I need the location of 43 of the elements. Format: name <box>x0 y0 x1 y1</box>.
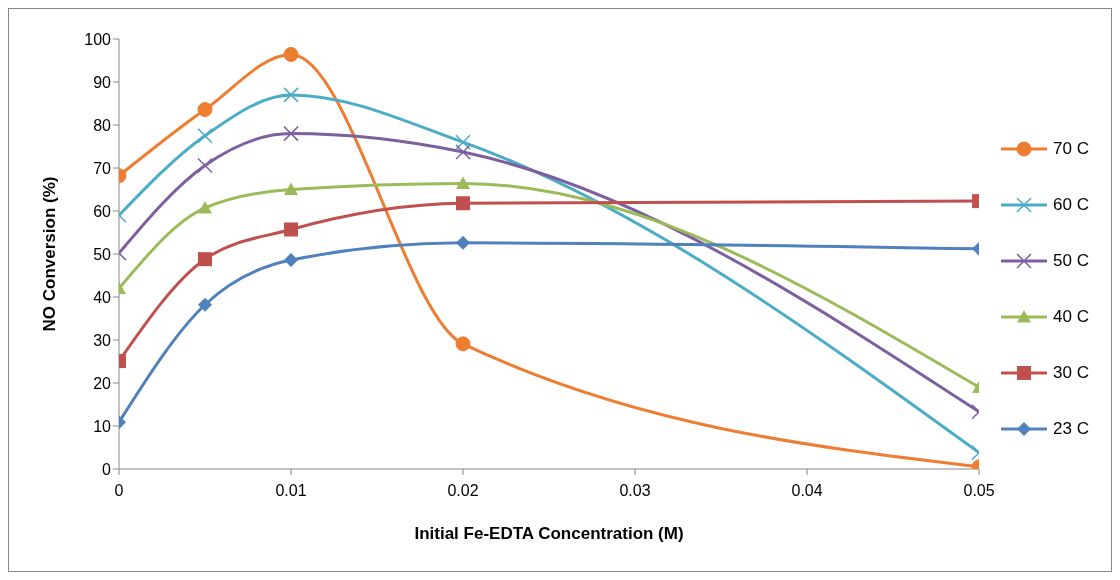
point <box>283 46 299 62</box>
x-tick-label: 0.05 <box>963 482 995 500</box>
y-tick-label: 20 <box>93 374 112 392</box>
legend-label: 40 C <box>1053 307 1089 327</box>
point <box>284 222 299 237</box>
point <box>197 102 213 118</box>
x-tick-label: 0.01 <box>275 482 307 500</box>
y-tick-label: 70 <box>93 159 112 177</box>
y-tick-label: 0 <box>102 460 112 478</box>
point <box>197 157 213 174</box>
point <box>197 128 213 144</box>
legend-label: 70 C <box>1053 139 1089 159</box>
x-tick-label: 0.03 <box>619 482 651 500</box>
point <box>456 235 471 250</box>
point <box>198 297 213 312</box>
y-axis-title: NO Conversion (%) <box>40 176 60 332</box>
x-axis-title: Initial Fe-EDTA Concentration (M) <box>414 524 684 543</box>
y-tick-label: 30 <box>93 331 112 349</box>
legend-label: 23 C <box>1053 419 1089 439</box>
y-tick-label: 80 <box>93 116 112 134</box>
y-tick-label: 100 <box>84 30 112 48</box>
legend-label: 50 C <box>1053 251 1089 271</box>
y-tick-label: 10 <box>93 417 112 435</box>
point <box>456 196 471 211</box>
y-tick-label: 90 <box>93 73 112 91</box>
y-tick-label: 50 <box>93 245 112 263</box>
point <box>284 182 299 196</box>
x-tick-label: 0 <box>114 482 124 500</box>
point <box>456 176 471 190</box>
point <box>284 253 299 268</box>
x-tick-label: 0.02 <box>447 482 479 500</box>
y-tick-label: 40 <box>93 288 112 306</box>
legend-label: 60 C <box>1053 195 1089 215</box>
point <box>198 200 213 214</box>
y-tick-label: 60 <box>93 202 112 220</box>
point <box>283 87 299 103</box>
point <box>455 134 471 150</box>
point <box>283 125 299 142</box>
point <box>455 144 471 160</box>
point <box>198 252 213 267</box>
x-tick-label: 0.04 <box>791 482 823 500</box>
legend-label: 30 C <box>1053 363 1089 383</box>
point <box>455 336 471 352</box>
